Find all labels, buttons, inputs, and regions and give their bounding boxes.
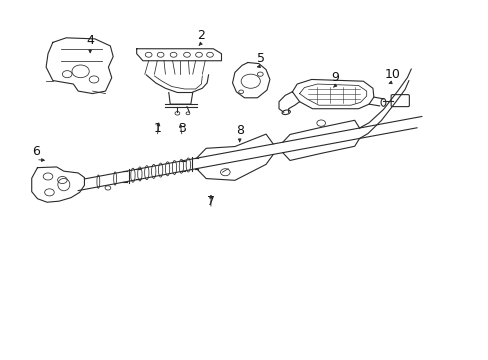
Text: 2: 2 [197,29,205,42]
Text: 5: 5 [257,52,264,65]
Text: 6: 6 [32,145,40,158]
Text: 7: 7 [206,195,215,208]
Text: 8: 8 [235,124,243,137]
Text: 9: 9 [331,71,339,84]
Text: 4: 4 [86,34,94,47]
Text: 3: 3 [178,122,186,135]
Text: 1: 1 [153,122,161,135]
Text: 10: 10 [385,68,400,81]
